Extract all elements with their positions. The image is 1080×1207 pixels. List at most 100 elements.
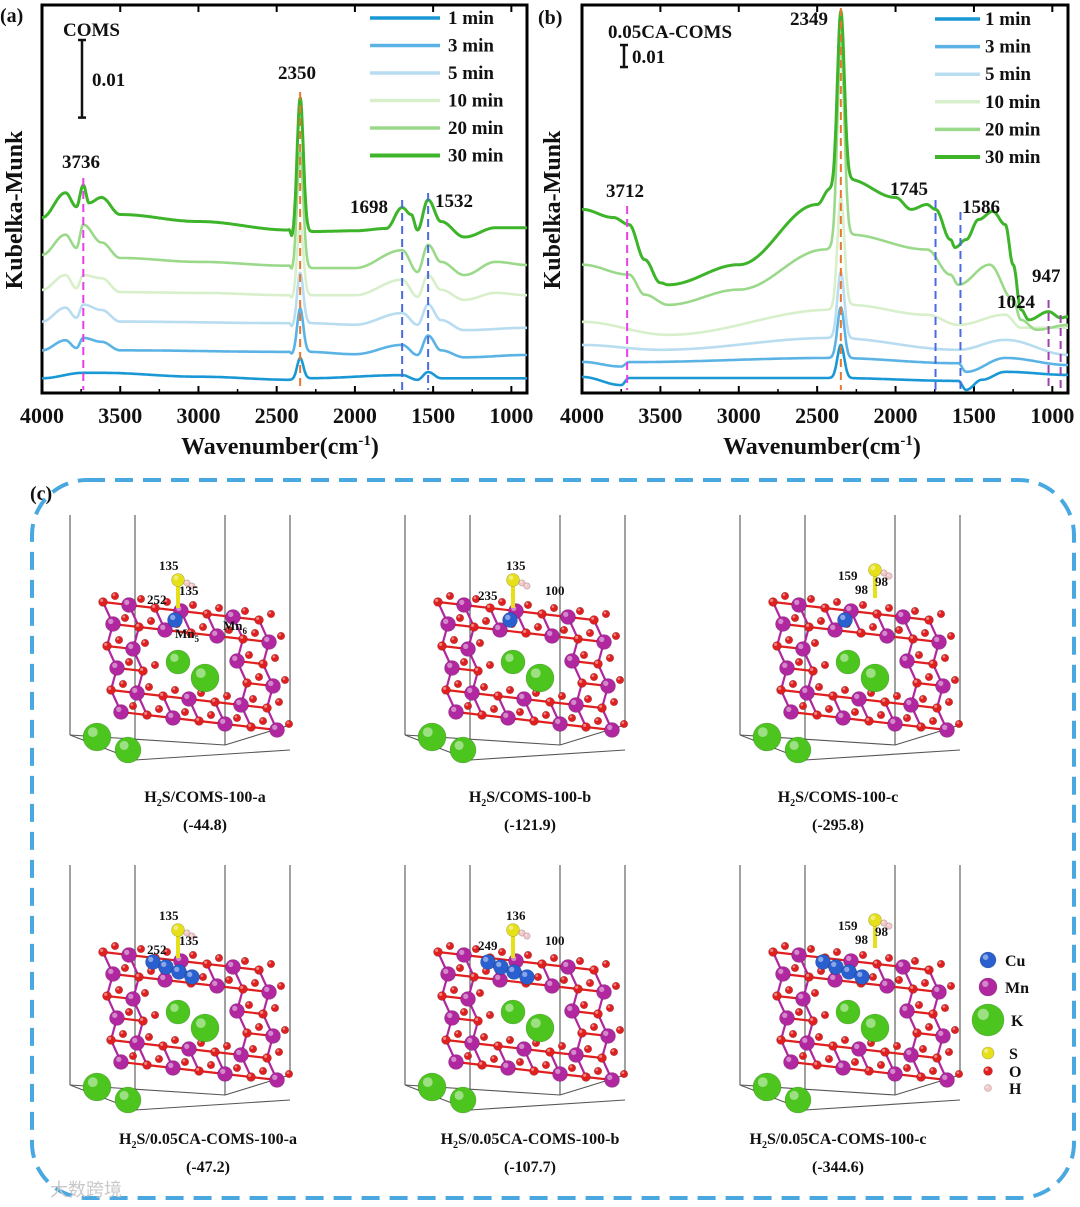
bond-length-label: 135 xyxy=(159,558,179,573)
mn-atom xyxy=(269,722,285,738)
legend-h-atom-icon xyxy=(984,1084,992,1092)
o-atom xyxy=(790,613,800,623)
atom-highlight xyxy=(119,740,129,750)
atom-highlight xyxy=(898,611,904,617)
o-atom xyxy=(611,981,621,991)
atom-highlight xyxy=(479,1061,483,1066)
atom-highlight xyxy=(208,712,212,715)
atom-highlight xyxy=(617,677,621,680)
atom-highlight xyxy=(172,1037,176,1041)
atom-highlight xyxy=(569,715,573,718)
atom-highlight xyxy=(116,706,122,712)
bond-length-label: 135 xyxy=(179,933,199,948)
o-atom xyxy=(449,635,459,645)
o-atom xyxy=(134,972,144,982)
o-atom xyxy=(150,603,160,613)
atom-highlight xyxy=(898,961,904,967)
atom-highlight xyxy=(160,624,166,630)
atom-highlight xyxy=(160,1042,164,1047)
structure-label: H2S/0.05CA-COMS-100-c xyxy=(750,1131,927,1151)
atom-highlight xyxy=(256,616,260,620)
o-atom xyxy=(932,1053,942,1063)
o-atom xyxy=(912,678,922,688)
atom-highlight xyxy=(461,659,465,662)
atom-highlight xyxy=(607,655,611,658)
mn-atom xyxy=(851,1041,867,1057)
atom-highlight xyxy=(846,605,852,611)
mn-atom xyxy=(209,628,225,644)
atom-highlight xyxy=(782,662,788,668)
atom-highlight xyxy=(543,1062,547,1066)
o-atom xyxy=(186,628,196,638)
plot-frame xyxy=(580,3,1070,395)
atom-legend-label: K xyxy=(1011,1013,1024,1030)
o-atom xyxy=(840,1035,850,1045)
series-line-3-min xyxy=(581,306,1069,374)
o-atom xyxy=(497,947,507,957)
atom-highlight xyxy=(916,1002,920,1005)
o-atom xyxy=(916,722,926,732)
o-atom xyxy=(140,988,150,998)
mn-atom xyxy=(265,1028,281,1044)
mn-atom xyxy=(775,966,791,982)
atom-highlight xyxy=(122,615,126,618)
atom-highlight xyxy=(530,1018,541,1028)
o-atom xyxy=(274,1047,284,1057)
o-atom xyxy=(144,1032,154,1042)
atom-highlight xyxy=(575,635,579,639)
legend-label: 5 min xyxy=(985,64,1031,85)
mn-atom xyxy=(827,972,843,988)
k-atom xyxy=(417,722,447,752)
o-atom xyxy=(98,597,108,607)
atom-highlight xyxy=(483,618,487,621)
o-atom xyxy=(946,631,956,641)
atom-highlight xyxy=(579,1029,583,1034)
atom-highlight xyxy=(232,1005,238,1011)
atom-highlight xyxy=(789,740,799,750)
o-atom xyxy=(136,944,146,954)
mn-atom xyxy=(899,1003,915,1019)
o-atom xyxy=(798,1051,808,1061)
o-atom xyxy=(928,659,938,669)
atom-highlight xyxy=(495,1042,499,1047)
o-atom xyxy=(798,701,808,711)
mn-atom xyxy=(779,1010,795,1026)
atom-highlight xyxy=(530,668,541,678)
o-atom xyxy=(270,653,280,663)
mn-atom xyxy=(448,704,464,720)
atom-highlight xyxy=(435,598,439,602)
atom-highlight xyxy=(816,1034,820,1038)
unit-cell-outline xyxy=(404,865,626,1111)
legend-s-atom-icon xyxy=(981,1046,995,1060)
atom-highlight xyxy=(555,1068,561,1074)
atom-highlight xyxy=(840,653,849,662)
mn-atom xyxy=(229,1003,245,1019)
atom-highlight xyxy=(477,990,481,993)
legend-label: 3 min xyxy=(985,37,1031,58)
o-atom xyxy=(784,635,794,645)
atom-highlight xyxy=(483,956,489,962)
atom-highlight xyxy=(454,740,464,750)
k-atom xyxy=(449,1086,477,1114)
o-atom xyxy=(816,616,826,626)
atom-highlight xyxy=(786,987,790,990)
o-atom xyxy=(884,953,894,963)
h-atom xyxy=(518,579,526,587)
atom-highlight xyxy=(496,961,502,967)
atom-highlight xyxy=(890,718,896,724)
o-atom xyxy=(254,672,264,682)
o-atom xyxy=(932,703,942,713)
atom-highlight xyxy=(128,643,134,649)
h-atom xyxy=(188,582,196,590)
atom-highlight xyxy=(838,1062,844,1068)
o-atom xyxy=(920,978,930,988)
o-atom xyxy=(593,716,603,726)
atom-highlight xyxy=(920,1046,924,1050)
mn-atom xyxy=(113,704,129,720)
o-atom xyxy=(872,959,882,969)
mn-atom xyxy=(500,710,516,726)
atom-highlight xyxy=(248,723,252,727)
legend-label: 10 min xyxy=(448,91,504,112)
